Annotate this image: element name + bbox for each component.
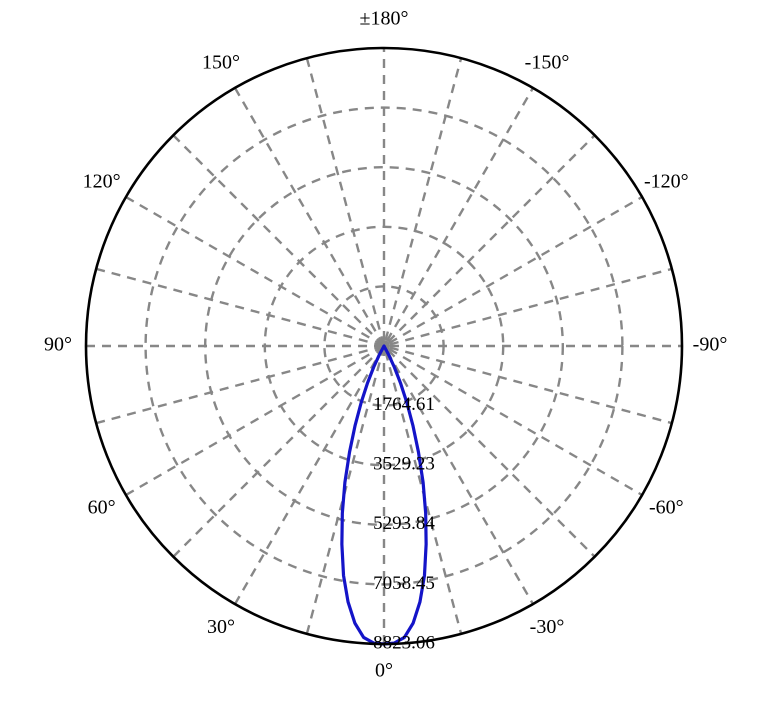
angular-tick-label: 60° [88,497,116,519]
angular-tick-label: 90° [44,334,72,356]
radial-tick-label: 3529.23 [373,454,435,475]
radial-tick-label: 8823.06 [373,632,435,653]
radial-tick-label: 1764.61 [373,394,435,415]
angular-tick-label: 150° [202,51,240,73]
angular-tick-label: -60° [649,497,684,519]
angular-tick-label: -90° [693,334,728,356]
angular-tick-label: -150° [525,51,570,73]
radial-labels: 1764.61 3529.23 5293.84 7058.45 8823.06 [373,394,435,653]
radial-tick-label: 5293.84 [373,513,435,534]
angular-tick-label: -120° [644,171,689,193]
angular-tick-label: 0° [375,660,393,682]
angular-tick-label: ±180° [360,8,409,30]
angular-tick-label: 120° [83,171,121,193]
radial-tick-label: 7058.45 [373,573,435,594]
angular-tick-label: 30° [207,616,235,638]
angular-tick-label: -30° [530,616,565,638]
